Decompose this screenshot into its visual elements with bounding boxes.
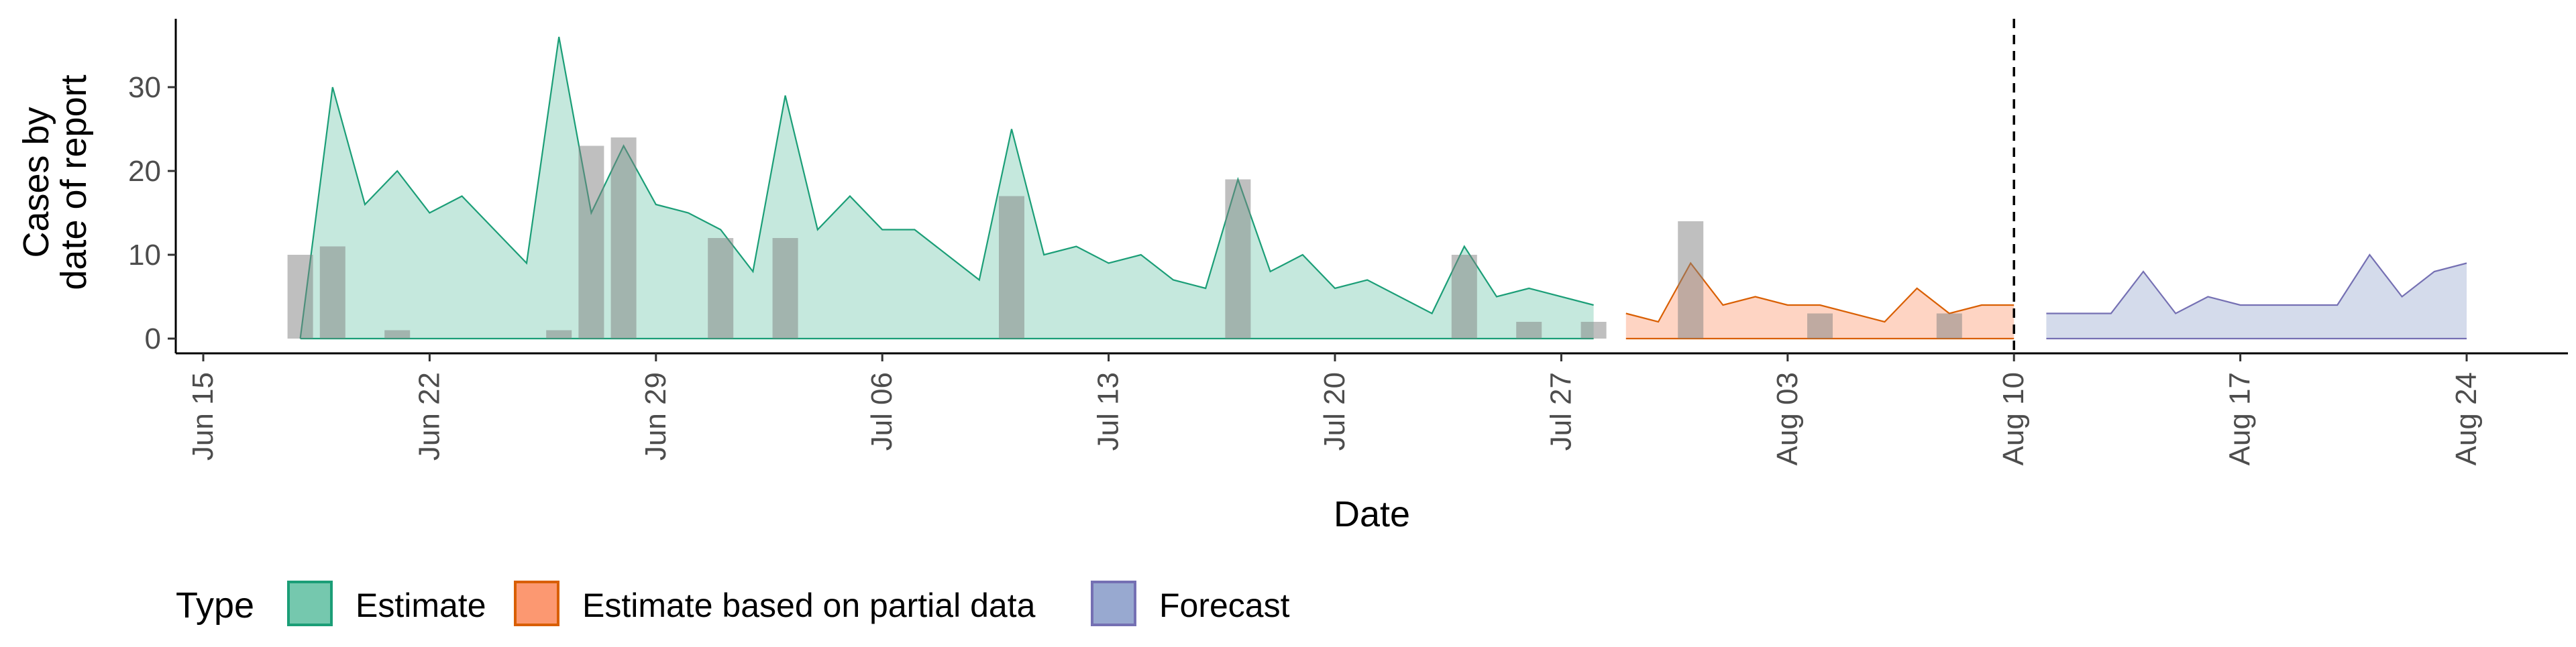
legend-label-0: Estimate [356,587,486,624]
x-tick-label-5: Jul 20 [1318,372,1351,451]
bar-8 [999,196,1024,339]
legend-label-2: Forecast [1159,587,1290,624]
bar-15 [1936,313,1962,339]
area-series-0 [300,37,1594,339]
x-tick-label-4: Jul 13 [1092,372,1125,451]
bar-7 [772,238,798,339]
legend-swatch-2 [1091,581,1136,626]
y-tick-label-3: 30 [128,71,161,104]
line-series-0 [299,36,1594,339]
legend-swatch-0 [287,581,333,626]
y-axis-title-line-1: date of report [54,74,94,290]
x-tick-label-9: Aug 17 [2224,372,2257,465]
legend-label-1: Estimate based on partial data [582,587,1036,624]
bar-12 [1580,322,1607,339]
bar-2 [384,330,411,339]
x-tick-label-7: Aug 03 [1771,372,1804,465]
area-series-1 [1625,263,2015,339]
legend-title: Type [176,585,254,626]
bar-1 [319,246,345,339]
bar-10 [1451,255,1477,339]
x-tick-label-6: Jul 27 [1544,372,1577,451]
bar-4 [578,145,604,339]
bar-3 [546,330,572,339]
area-series-2 [2046,255,2467,339]
legend-swatch-1 [514,581,559,626]
y-axis-title-line-0: Cases by [16,107,56,257]
x-tick-label-1: Jun 22 [413,372,445,461]
x-tick-label-0: Jun 15 [186,372,219,461]
x-axis-title: Date [1334,494,1410,534]
x-tick-label-10: Aug 24 [2450,372,2483,465]
bar-0 [287,255,313,339]
bar-5 [610,137,637,339]
bar-14 [1807,313,1833,339]
bar-6 [708,238,734,339]
x-tick-label-8: Aug 10 [1997,372,2030,465]
x-tick-label-2: Jun 29 [639,372,672,461]
y-tick-label-0: 0 [145,322,161,355]
bar-9 [1225,179,1251,339]
y-tick-label-1: 10 [128,239,161,272]
y-tick-label-2: 20 [128,155,161,188]
bar-13 [1678,221,1704,339]
bar-11 [1516,322,1542,339]
line-series-2 [2046,253,2467,314]
x-tick-label-3: Jul 06 [865,372,898,451]
